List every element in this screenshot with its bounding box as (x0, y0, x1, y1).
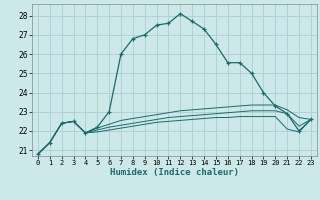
X-axis label: Humidex (Indice chaleur): Humidex (Indice chaleur) (110, 168, 239, 177)
